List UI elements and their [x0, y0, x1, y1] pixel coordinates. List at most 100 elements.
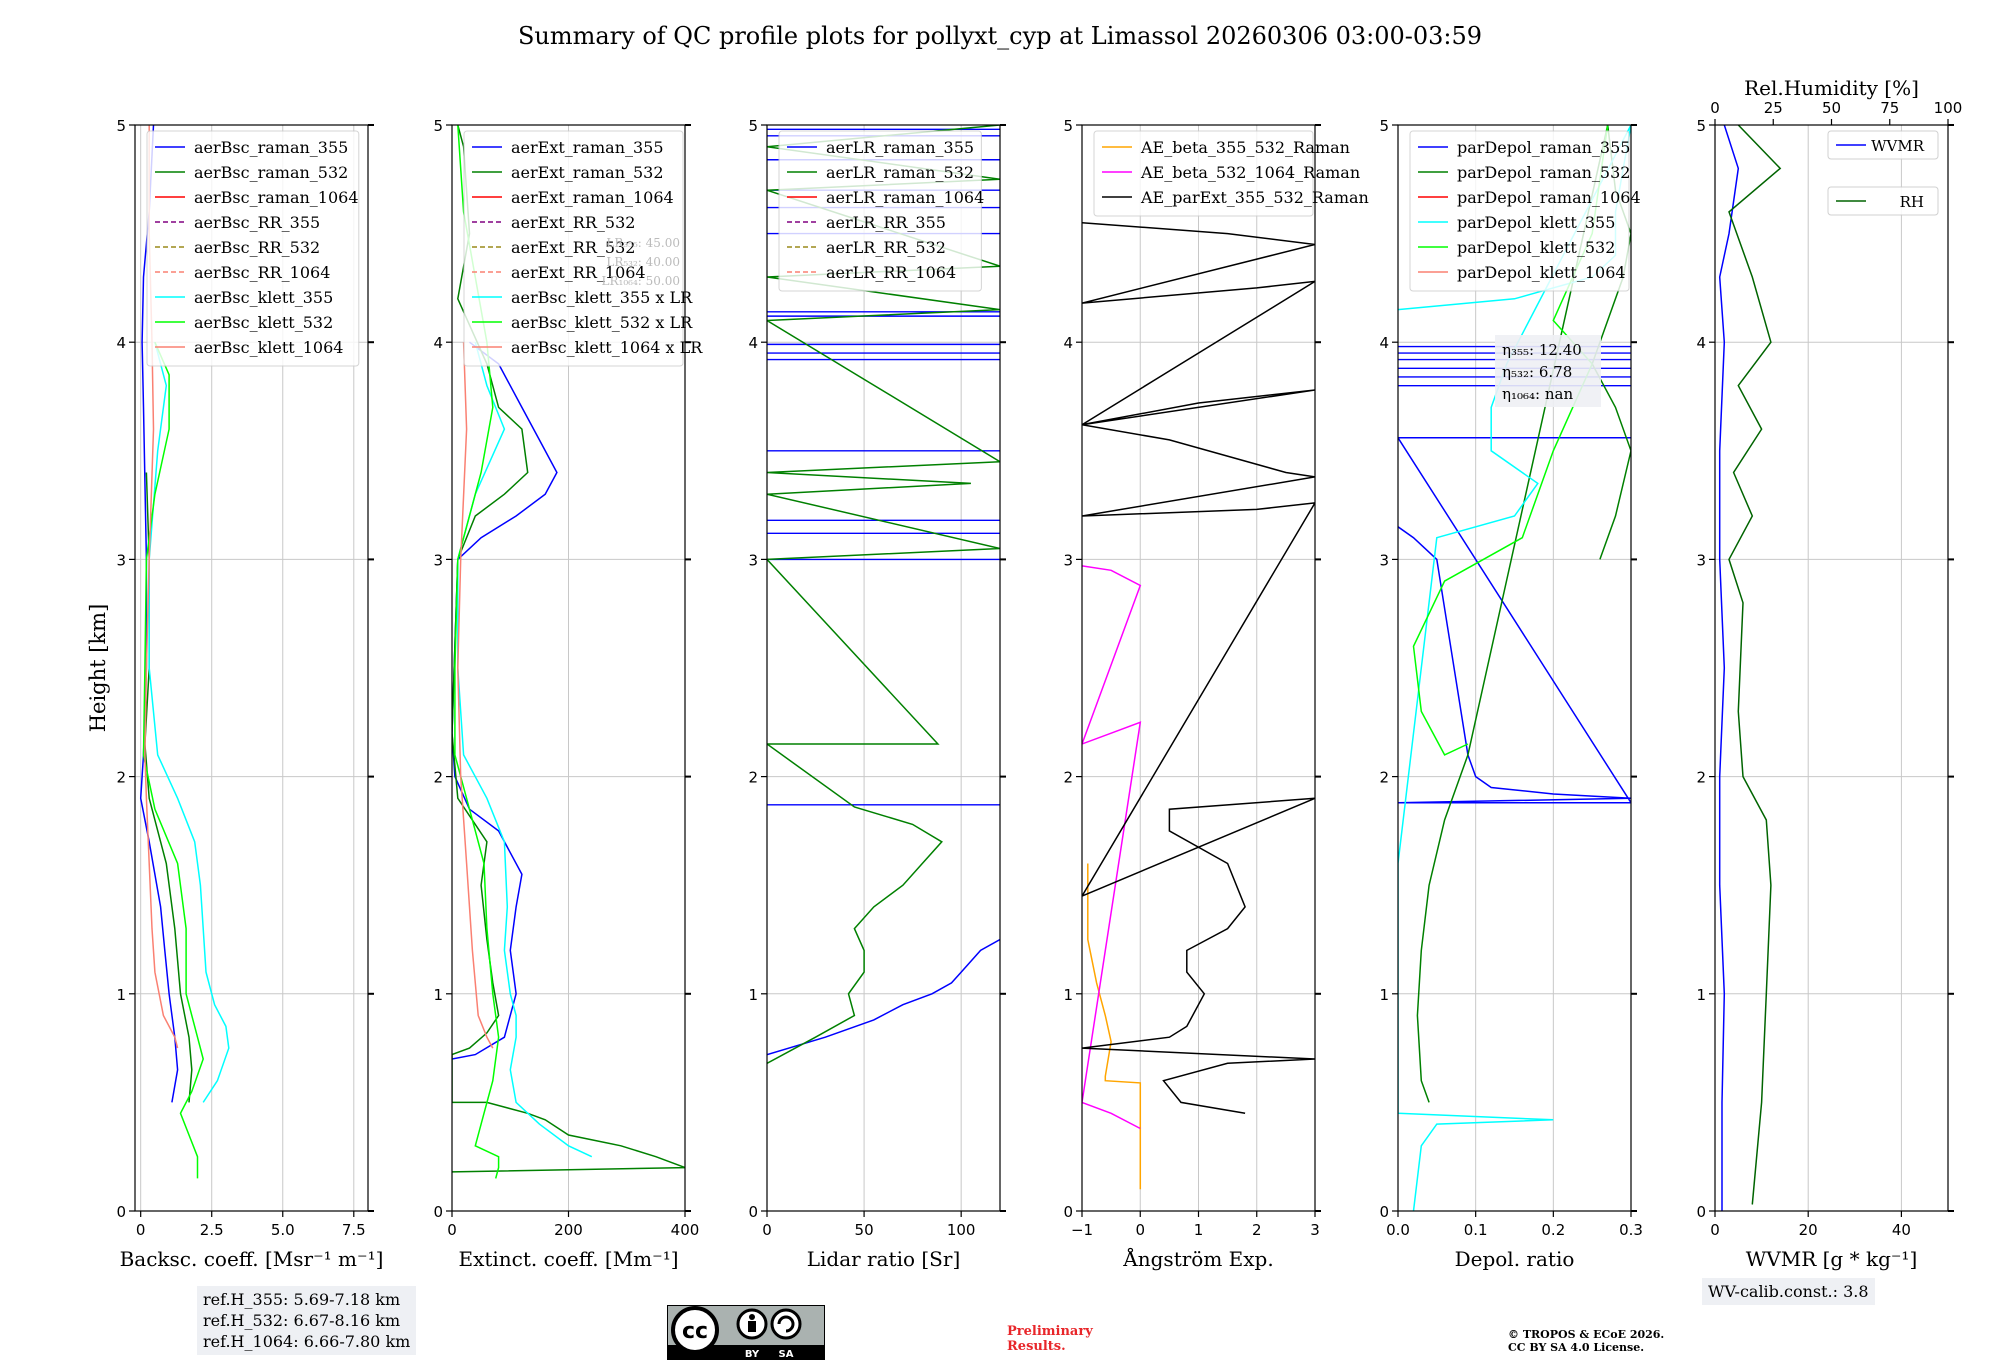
series-line-aerBsc_klett_532 — [142, 341, 204, 1179]
x2tick-label: 0 — [1710, 99, 1720, 117]
ytick-label: 2 — [1379, 769, 1389, 787]
eta-value: η₅₃₂: 6.78 — [1502, 363, 1572, 381]
x2tick-label: 100 — [1934, 99, 1963, 117]
ytick-label: 4 — [116, 334, 126, 352]
legend-label: aerBsc_klett_532 x LR — [511, 313, 693, 332]
xtick-label: 0 — [1710, 1221, 1720, 1239]
panel-frame — [1714, 124, 1949, 1212]
legend-label: WVMR — [1871, 137, 1925, 155]
ytick-label: 1 — [433, 986, 443, 1004]
figure-title: Summary of QC profile plots for pollyxt_… — [517, 22, 1483, 50]
x2tick-label: 50 — [1822, 99, 1841, 117]
legend-label: aerLR_raman_355 — [826, 138, 974, 157]
legend-box — [1093, 130, 1314, 217]
legend-label: AE_beta_355_532_Raman — [1140, 138, 1350, 157]
preliminary-line-2: Results. — [1007, 1339, 1066, 1354]
ytick-label: 4 — [433, 334, 443, 352]
legend-label: aerLR_RR_355 — [826, 213, 946, 232]
legend-box — [1827, 186, 1939, 216]
legend-label: aerLR_raman_1064 — [826, 188, 984, 207]
xtick-label: 400 — [671, 1221, 700, 1239]
copyright-line-1: © TROPOS & ECoE 2026. — [1508, 1328, 1665, 1341]
legend-label: aerExt_RR_532 — [511, 213, 635, 232]
ytick-label: 2 — [1063, 769, 1073, 787]
lidar-ratio-note: LR₃₅₅: 45.00 — [606, 236, 680, 250]
xtick-label: 2 — [1252, 1221, 1262, 1239]
series-line-RH — [1728, 125, 1782, 1205]
panel-frame — [766, 124, 1001, 1212]
ytick-label: 1 — [1696, 986, 1706, 1004]
legend-label: aerBsc_raman_1064 — [194, 188, 359, 207]
by-head — [749, 1314, 755, 1320]
xtick-label: 1 — [1194, 1221, 1204, 1239]
x2-axis-label: Rel.Humidity [%] — [1744, 76, 1919, 100]
ytick-label: 5 — [1696, 117, 1706, 135]
copyright-note: © TROPOS & ECoE 2026. CC BY SA 4.0 Licen… — [1508, 1328, 1664, 1354]
xtick-label: −1 — [1071, 1221, 1093, 1239]
sa-sharealike-icon — [770, 1308, 802, 1340]
legend-box — [778, 130, 982, 292]
cc-license-badge: cc BY SA — [667, 1305, 825, 1360]
series-line-AE_beta_355_532_Raman — [1087, 863, 1142, 1190]
ytick-label: 2 — [433, 769, 443, 787]
ytick-label: 3 — [116, 551, 126, 569]
xtick-label: 0 — [1135, 1221, 1145, 1239]
wv-calib-label: WV-calib.const.: 3.8 — [1708, 1282, 1869, 1301]
ytick-label: 2 — [116, 769, 126, 787]
xtick-label: 0.2 — [1541, 1221, 1565, 1239]
ytick-label: 0 — [1063, 1203, 1073, 1221]
by-body — [748, 1321, 756, 1332]
ytick-label: 5 — [748, 117, 758, 135]
copyright-line-2: CC BY SA 4.0 License. — [1508, 1341, 1645, 1354]
xtick-label: 0 — [136, 1221, 146, 1239]
legend-label: parDepol_klett_355 — [1457, 213, 1615, 232]
ytick-label: 5 — [433, 117, 443, 135]
ytick-label: 5 — [1379, 117, 1389, 135]
series-line-aerBsc_klett_532 x LR — [454, 125, 500, 1179]
ytick-label: 4 — [1696, 334, 1706, 352]
series-line-aerBsc_klett_355 x LR — [457, 342, 593, 1158]
legend-box — [146, 130, 360, 367]
refh-355: ref.H_355: 5.69-7.18 km — [203, 1290, 401, 1309]
xtick-label: 0 — [447, 1221, 457, 1239]
legend-label: aerExt_raman_532 — [511, 163, 664, 182]
preliminary-note: Preliminary Results. — [1007, 1324, 1093, 1354]
xtick-label: 2.5 — [200, 1221, 224, 1239]
x-axis-label: Extinct. coeff. [Mm⁻¹] — [458, 1247, 678, 1271]
ytick-label: 3 — [748, 551, 758, 569]
preliminary-line-1: Preliminary — [1007, 1324, 1093, 1339]
legend-label: aerBsc_raman_355 — [194, 138, 348, 157]
legend-label: aerLR_raman_532 — [826, 163, 974, 182]
series-line-AE_parExt_355_532_Raman — [1082, 221, 1315, 1115]
ytick-label: 3 — [1379, 551, 1389, 569]
xtick-label: 5.0 — [271, 1221, 295, 1239]
series-line-aerExt_raman_532 — [452, 125, 685, 1173]
xtick-label: 0.3 — [1619, 1221, 1643, 1239]
legend-label: aerBsc_klett_1064 — [194, 338, 343, 357]
x-axis-label: Backsc. coeff. [Msr⁻¹ m⁻¹] — [120, 1247, 384, 1271]
ytick-label: 3 — [1063, 551, 1073, 569]
xtick-label: 0 — [762, 1221, 772, 1239]
legend-label: aerBsc_raman_532 — [194, 163, 348, 182]
ytick-label: 0 — [433, 1203, 443, 1221]
legend-label: aerBsc_klett_532 — [194, 313, 333, 332]
legend-label: aerExt_raman_1064 — [511, 188, 674, 207]
xtick-label: 3 — [1310, 1221, 1320, 1239]
legend-label: aerBsc_RR_355 — [194, 213, 320, 232]
refh-532: ref.H_532: 6.67-8.16 km — [203, 1311, 401, 1330]
legend-label: aerExt_raman_355 — [511, 138, 664, 157]
legend-box — [463, 130, 684, 367]
x2tick-label: 75 — [1880, 99, 1899, 117]
ytick-label: 5 — [116, 117, 126, 135]
ytick-label: 4 — [1379, 334, 1389, 352]
legend-label: AE_parExt_355_532_Raman — [1140, 188, 1369, 207]
ytick-label: 0 — [1696, 1203, 1706, 1221]
cc-logo-text: cc — [682, 1319, 708, 1344]
reference-height-box: ref.H_355: 5.69-7.18 km ref.H_532: 6.67-… — [197, 1286, 417, 1355]
lidar-ratio-note: LR₅₃₂: 40.00 — [606, 255, 680, 269]
xtick-label: 50 — [855, 1221, 874, 1239]
xtick-label: 40 — [1892, 1221, 1911, 1239]
legend-label: aerBsc_RR_1064 — [194, 263, 330, 282]
legend-label: aerBsc_klett_355 — [194, 288, 333, 307]
